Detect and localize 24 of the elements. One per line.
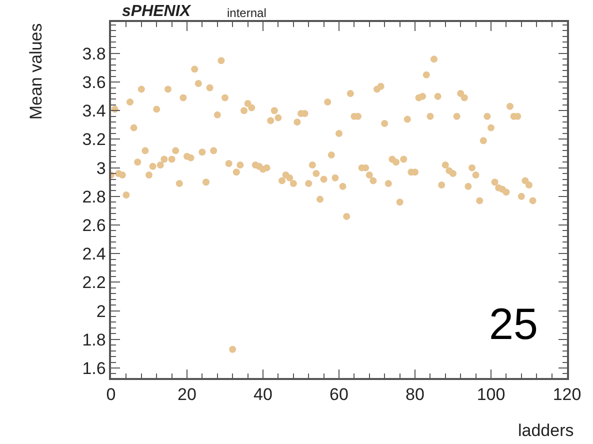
y-tick-label: 2.6 <box>82 216 106 235</box>
y-tick-label: 3.4 <box>82 102 106 121</box>
x-tick-label: 80 <box>406 385 424 404</box>
y-tick-label: 1.6 <box>82 358 106 378</box>
x-tick-label: 20 <box>178 385 196 404</box>
x-tick-label: 120 <box>552 385 582 404</box>
y-tick-label: 3.2 <box>82 130 106 150</box>
chart-subtitle: internal <box>227 6 266 20</box>
y-tick-label: 2.8 <box>82 187 106 206</box>
y-tick-label: 1.8 <box>82 330 106 350</box>
y-tick-label: 2.4 <box>82 244 106 264</box>
y-tick-label: 2 <box>96 302 106 321</box>
chart-title: sPHENIX <box>122 3 192 20</box>
x-tick-label: 60 <box>330 385 348 404</box>
x-tick-label: 40 <box>254 385 272 404</box>
annotation: 25 <box>489 300 538 349</box>
x-axis-title: ladders <box>518 421 574 440</box>
x-tick-label: 100 <box>476 385 506 404</box>
y-tick-label: 3.8 <box>82 44 106 64</box>
y-axis-title: Mean values <box>26 23 46 120</box>
y-tick-label: 3.6 <box>82 73 106 92</box>
x-tick-label: 0 <box>106 385 116 404</box>
y-tick-label: 2.2 <box>82 273 106 292</box>
y-tick-label: 3 <box>96 158 106 178</box>
